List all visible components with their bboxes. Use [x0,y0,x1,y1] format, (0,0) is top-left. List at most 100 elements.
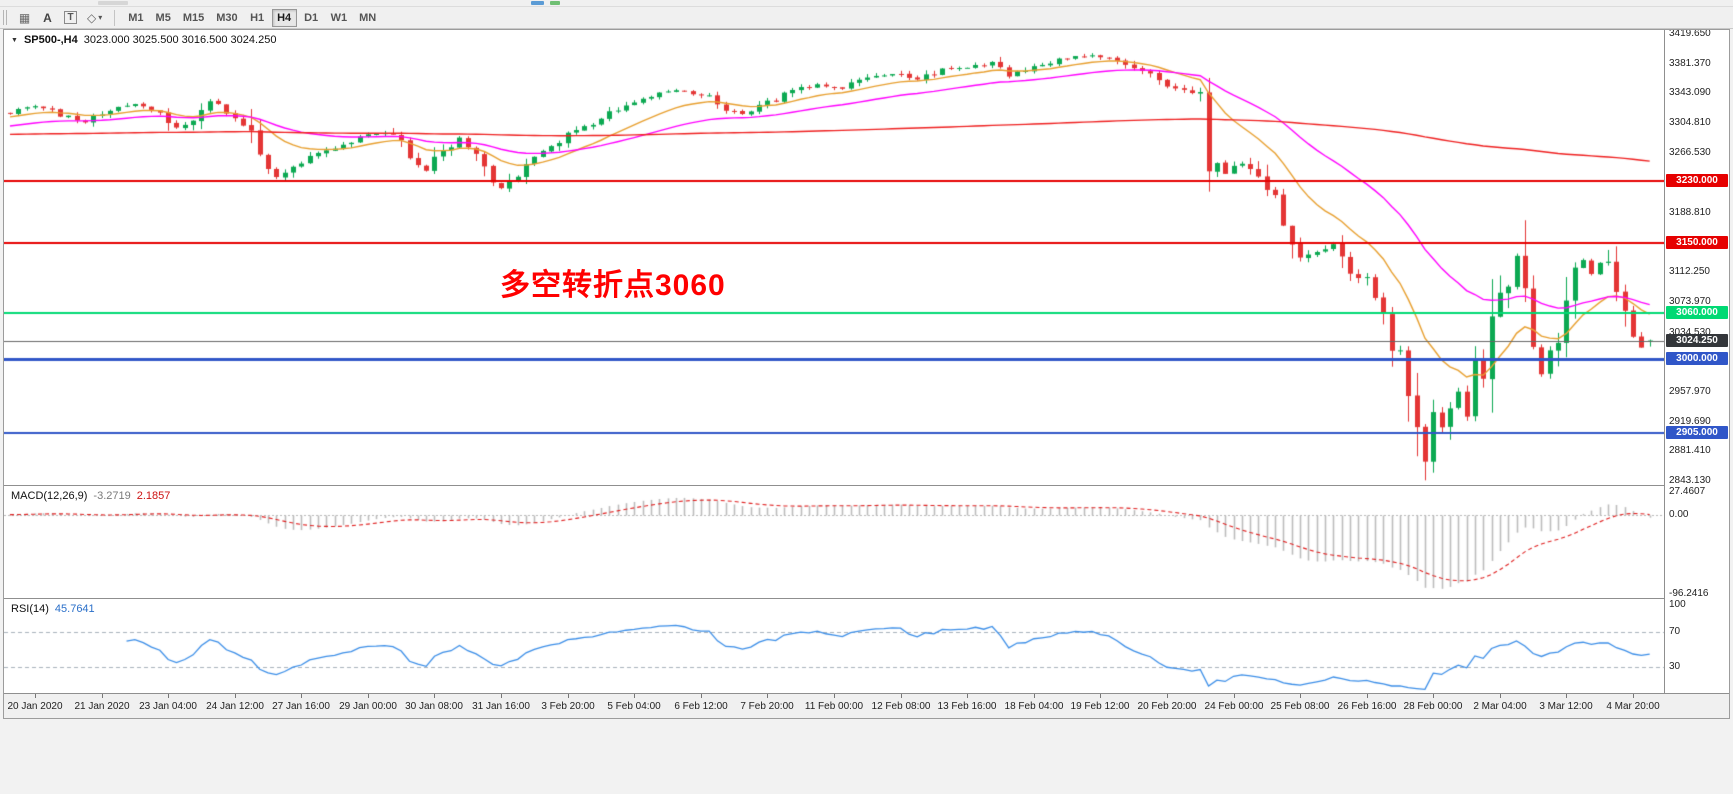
macd-indicator-label: MACD(12,26,9) -3.2719 2.1857 [11,490,170,502]
timeframe-m1-button[interactable]: M1 [123,9,148,27]
price-level-badge: 3150.000 [1666,236,1728,250]
price-axis-label: 3381.370 [1669,57,1711,69]
time-tick [368,694,369,698]
macd-axis-label: -96.2416 [1669,588,1709,599]
clipped-icon-fragment [531,1,544,5]
chart-text-annotation[interactable]: 多空转折点3060 [500,269,726,302]
time-tick [1300,694,1301,698]
time-tick [834,694,835,698]
time-axis-label: 7 Feb 20:00 [740,701,794,712]
timeframe-h4-button[interactable]: H4 [271,8,297,27]
time-axis-label: 20 Feb 20:00 [1137,701,1197,712]
timeframe-h1-button[interactable]: H1 [245,9,270,27]
rsi-value: 45.7641 [54,603,95,615]
time-tick [1500,694,1501,698]
time-tick [501,694,502,698]
time-axis-label: 18 Feb 04:00 [1004,701,1064,712]
rsi-axis-label: 70 [1669,625,1681,637]
time-tick [1367,694,1368,698]
time-axis-label: 23 Jan 04:00 [139,701,197,712]
time-tick [434,694,435,698]
macd-main-value: -3.2719 [93,490,131,502]
text-icon: T [64,11,77,24]
text-label-tool-button[interactable]: A [37,9,58,27]
time-axis-label: 4 Mar 20:00 [1606,701,1660,712]
toolbar-grip[interactable] [3,10,9,25]
price-axis-label: 3034.530 [1669,326,1711,338]
price-axis-label: 3343.090 [1669,87,1711,99]
time-tick [1234,694,1235,698]
shapes-icon: ◇ [87,10,97,25]
price-axis-label: 2843.130 [1669,475,1711,486]
time-tick [568,694,569,698]
time-tick [634,694,635,698]
price-axis-label: 3112.250 [1669,266,1710,278]
time-tick [1034,694,1035,698]
time-tick [1167,694,1168,698]
time-axis-label: 3 Mar 12:00 [1539,701,1593,712]
time-tick [967,694,968,698]
time-axis-label: 31 Jan 16:00 [472,701,530,712]
price-axis-label: 3419.650 [1669,29,1711,39]
panel-separator[interactable] [4,598,1729,599]
top-toolbar-clipped [0,0,1733,7]
panel-separator[interactable] [4,485,1729,486]
time-tick [901,694,902,698]
chart-window: ▼ SP500-,H4 3023.000 3025.500 3016.500 3… [3,29,1730,719]
time-axis-label: 30 Jan 08:00 [405,701,463,712]
price-chart-canvas[interactable] [4,30,1664,693]
time-tick [1566,694,1567,698]
time-axis-label: 6 Feb 12:00 [674,701,728,712]
price-axis-label: 3073.970 [1669,296,1711,308]
time-tick [1633,694,1634,698]
timeframe-w1-button[interactable]: W1 [326,9,353,27]
time-axis-label: 13 Feb 16:00 [937,701,997,712]
rsi-axis-label: 30 [1669,661,1681,673]
text-tool-button[interactable]: T [60,9,81,27]
price-axis-label: 2919.690 [1669,415,1711,427]
rsi-name: RSI(14) [11,603,49,615]
timeframe-d1-button[interactable]: D1 [299,9,324,27]
time-axis-label: 29 Jan 00:00 [339,701,397,712]
time-axis-label: 19 Feb 12:00 [1070,701,1130,712]
time-tick [35,694,36,698]
toolbar-separator [114,9,116,26]
price-axis-label: 2881.410 [1669,445,1711,457]
time-tick [701,694,702,698]
grid-tool-button[interactable]: ▦ [14,9,35,27]
time-axis-label: 27 Jan 16:00 [272,701,330,712]
chevron-down-icon: ▾ [98,13,103,22]
rsi-indicator-label: RSI(14) 45.7641 [11,603,95,615]
time-axis-label: 20 Jan 2020 [7,701,63,712]
time-axis[interactable]: 20 Jan 2020 21 Jan 2020 23 Jan 04:00 24 Jan… [4,693,1729,718]
macd-signal-value: 2.1857 [136,490,171,502]
chart-toolbar: ▦ A T ◇ ▾ M1 M5 M15 M30 H1 H4 D1 W1 MN [0,7,1733,29]
macd-axis-label: 0.00 [1669,508,1689,520]
price-axis[interactable]: 3419.650 3381.370 3343.090 3304.810 3266.530… [1664,30,1729,693]
time-axis-label: 11 Feb 00:00 [804,701,864,712]
timeframe-m15-button[interactable]: M15 [178,9,209,27]
price-level-badge: 2905.000 [1666,426,1728,440]
time-tick [301,694,302,698]
time-axis-label: 12 Feb 08:00 [871,701,931,712]
price-level-badge: 3230.000 [1666,174,1728,188]
time-axis-label: 3 Feb 20:00 [541,701,595,712]
price-axis-label: 3304.810 [1669,117,1711,129]
timeframe-m5-button[interactable]: M5 [151,9,176,27]
shapes-tool-button[interactable]: ◇ ▾ [83,9,106,27]
time-tick [1433,694,1434,698]
time-axis-label: 21 Jan 2020 [74,701,130,712]
time-axis-label: 24 Jan 12:00 [206,701,264,712]
price-level-badge: 3000.000 [1666,352,1728,366]
price-axis-label: 3266.530 [1669,146,1711,158]
price-level-badge: 3060.000 [1666,305,1728,319]
grid-icon: ▦ [18,10,31,25]
timeframe-m30-button[interactable]: M30 [211,9,242,27]
price-level-badge: 3024.250 [1666,333,1728,347]
price-axis-label: 3188.810 [1669,206,1711,218]
time-tick [1100,694,1101,698]
timeframe-mn-button[interactable]: MN [354,9,381,27]
time-axis-label: 5 Feb 04:00 [607,701,661,712]
time-axis-label: 24 Feb 00:00 [1204,701,1264,712]
clipped-icon-fragment [98,1,128,5]
